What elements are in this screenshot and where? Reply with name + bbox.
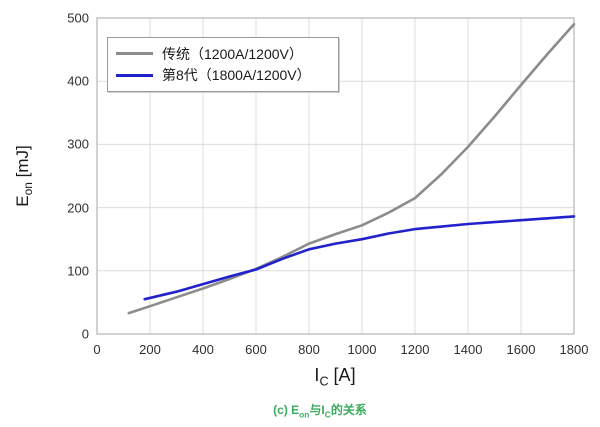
x-tick-label: 600 [245,342,267,357]
legend-item-gen8: 第8代（1800A/1200V） [116,65,330,85]
y-tick-label: 100 [67,263,89,279]
blue-line-swatch [116,73,153,77]
y-tick-label: 200 [67,200,89,216]
caption-suffix: 的关系 [330,403,367,417]
x-tick-label: 0 [93,342,101,357]
x-tick-label: 400 [192,342,214,357]
x-tick-label: 1800 [559,342,589,357]
y-tick-label: 0 [81,326,89,342]
x-tick-label: 200 [139,342,161,357]
caption-sub-c: C [324,409,331,420]
y-axis-label-unit: [mJ] [12,145,32,183]
y-axis-label: Eon [mJ] [13,145,35,206]
legend-label-traditional: 传统（1200A/1200V） [162,45,303,62]
series-line-1 [143,215,576,301]
chart-caption: (c) Eon与IC的关系 [273,401,367,419]
x-axis-label-subscript: C [319,374,329,389]
caption-mid: 与I [309,403,325,417]
x-tick-label: 1600 [506,342,536,357]
x-axis-label-unit: [A] [328,365,356,385]
legend-item-traditional: 传统（1200A/1200V） [116,44,330,64]
legend-label-gen8: 第8代（1800A/1200V） [162,67,311,84]
series-line-0 [127,23,576,315]
legend: 传统（1200A/1200V） 第8代（1800A/1200V） [107,37,339,92]
x-axis-label-symbol: I [314,365,320,385]
gray-line-swatch [116,52,153,56]
x-tick-label: 1000 [347,342,377,357]
x-axis-label: IC [A] [314,365,355,389]
y-tick-label: 400 [67,73,89,89]
x-tick-label: 1200 [400,342,430,357]
y-axis-label-symbol: E [12,195,32,207]
y-tick-label: 300 [67,136,89,152]
x-tick-label: 800 [298,342,320,357]
y-tick-label: 500 [67,10,89,26]
y-axis-label-subscript: on [21,182,36,196]
x-tick-label: 1400 [453,342,483,357]
caption-sub-on: on [299,409,310,420]
plot-frame [96,17,575,335]
caption-prefix: (c) E [273,403,300,417]
